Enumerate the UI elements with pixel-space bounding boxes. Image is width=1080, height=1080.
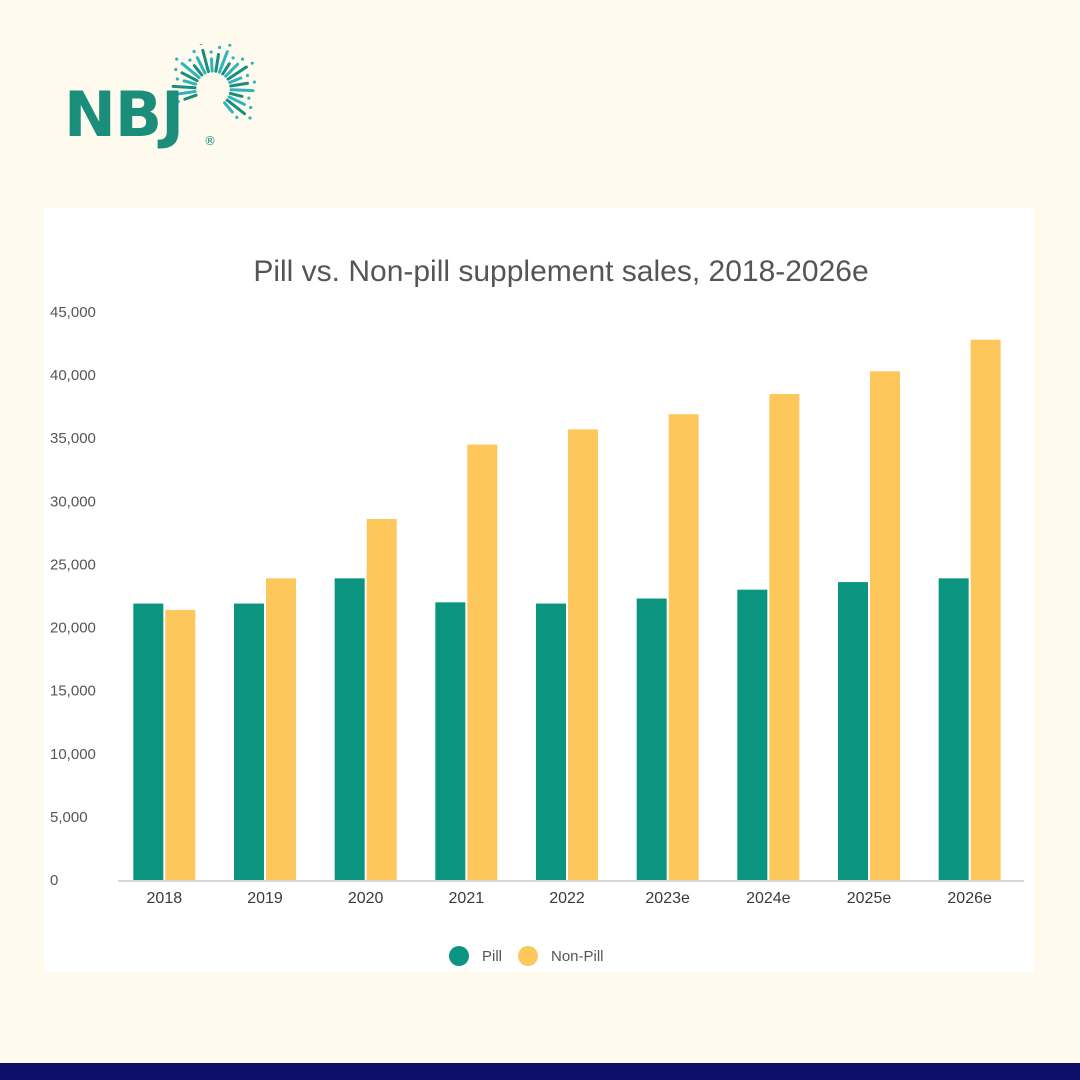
bar-chart: Pill vs. Non-pill supplement sales, 2018… xyxy=(50,255,1024,966)
sunburst-ray xyxy=(210,57,214,73)
sunburst-dot xyxy=(192,49,196,54)
x-tick-label: 2020 xyxy=(348,890,384,907)
legend-label: Pill xyxy=(482,948,502,965)
sunburst-ray xyxy=(182,79,198,86)
sunburst-dot xyxy=(175,77,179,81)
bar-pill-2026e xyxy=(938,578,969,880)
sunburst-ray xyxy=(228,76,243,84)
legend: Pill Non-Pill xyxy=(449,946,604,966)
bar-pill-2021 xyxy=(435,602,466,880)
bar-pill-2020 xyxy=(334,578,365,880)
sunburst-dot xyxy=(188,58,192,62)
sunburst-dot xyxy=(252,80,257,84)
bar-pill-2023e xyxy=(636,598,667,880)
sunburst-dot xyxy=(247,96,251,100)
sunburst-ray xyxy=(229,81,250,88)
sunburst-dot xyxy=(175,57,179,61)
legend-marker xyxy=(449,946,469,966)
sunburst-ray xyxy=(214,52,221,73)
x-tick-label: 2018 xyxy=(147,890,183,907)
sunburst-ray xyxy=(225,98,246,116)
x-tick-label: 2021 xyxy=(449,890,485,907)
sunburst-ray xyxy=(171,84,197,90)
bar-non-pill-2022 xyxy=(568,429,598,880)
chart-card: Pill vs. Non-pill supplement sales, 2018… xyxy=(44,208,1034,972)
sunburst-ray xyxy=(227,95,246,106)
sunburst-ray xyxy=(224,62,240,78)
sunburst-dot xyxy=(218,45,222,50)
y-tick-label: 10,000 xyxy=(50,746,96,763)
sunburst-ray xyxy=(195,56,207,75)
y-tick-label: 25,000 xyxy=(50,556,96,573)
y-axis: 0 5,000 10,000 15,000 20,000 25,000 30,000 35,0… xyxy=(50,304,96,889)
sunburst-ray xyxy=(229,88,255,93)
sunburst-ray xyxy=(180,71,199,83)
bar-non-pill-2019 xyxy=(266,578,296,880)
bar-non-pill-2025e xyxy=(870,371,900,880)
x-axis: 2018 2019 2020 2021 2022 2023e 2024e 2025e 2026e xyxy=(147,890,992,907)
sunburst-ray xyxy=(228,91,244,98)
sunburst-dot xyxy=(248,116,252,120)
sunburst-ray xyxy=(176,90,197,96)
sunburst-dot xyxy=(240,57,245,61)
sunburst-dot xyxy=(245,73,250,78)
x-tick-label: 2026e xyxy=(947,890,992,907)
y-tick-label: 15,000 xyxy=(50,683,96,700)
sunburst-ray xyxy=(180,62,201,80)
sunburst-ray xyxy=(183,93,198,101)
bar-non-pill-2021 xyxy=(467,444,498,880)
sunburst-ray xyxy=(226,65,248,81)
legend-label: Non-Pill xyxy=(551,948,604,965)
sunburst-dot xyxy=(169,93,174,97)
registered-mark: ® xyxy=(204,134,216,148)
sunburst-ray xyxy=(221,62,231,76)
legend-marker xyxy=(518,946,538,966)
y-tick-label: 35,000 xyxy=(50,430,96,447)
bar-pill-2025e xyxy=(838,582,868,880)
x-tick-label: 2023e xyxy=(645,890,690,907)
bar-non-pill-2020 xyxy=(366,519,397,880)
y-tick-label: 20,000 xyxy=(50,620,96,637)
sunburst-ray xyxy=(201,48,210,74)
sunburst-icon xyxy=(169,44,257,120)
sunburst-dot xyxy=(235,115,239,119)
chart-title: Pill vs. Non-pill supplement sales, 2018… xyxy=(253,255,868,288)
sunburst-ray xyxy=(223,101,234,114)
sunburst-dot xyxy=(199,44,203,46)
x-tick-label: 2022 xyxy=(549,890,585,907)
bottom-bar xyxy=(0,1063,1080,1080)
bar-group xyxy=(133,339,1001,880)
bar-non-pill-2026e xyxy=(970,339,1001,880)
x-tick-label: 2025e xyxy=(847,890,892,907)
sunburst-dot xyxy=(209,50,213,54)
x-tick-label: 2019 xyxy=(247,890,283,907)
sunburst-dot xyxy=(250,61,254,65)
sunburst-dot xyxy=(176,100,180,104)
bar-non-pill-2023e xyxy=(668,414,699,880)
bar-non-pill-2018 xyxy=(165,609,196,880)
sunburst-dot xyxy=(174,67,178,72)
sunburst-dot xyxy=(228,44,232,47)
bar-non-pill-2024e xyxy=(769,394,800,880)
bar-pill-2022 xyxy=(536,603,566,880)
sunburst-dot xyxy=(249,105,253,110)
bar-pill-2024e xyxy=(737,589,768,880)
bar-pill-2019 xyxy=(234,603,264,880)
y-tick-label: 45,000 xyxy=(50,304,96,321)
y-tick-label: 30,000 xyxy=(50,493,96,510)
y-tick-label: 40,000 xyxy=(50,367,96,384)
sunburst-ray xyxy=(217,50,229,74)
y-tick-label: 0 xyxy=(50,872,58,889)
sunburst-ray xyxy=(192,64,204,77)
sunburst-dot xyxy=(231,56,235,60)
y-tick-label: 5,000 xyxy=(50,809,88,826)
bar-pill-2018 xyxy=(133,603,164,880)
logo-wordmark: NBJ xyxy=(64,78,184,151)
nbj-logo: NBJ ® xyxy=(64,44,264,154)
x-tick-label: 2024e xyxy=(746,890,791,907)
